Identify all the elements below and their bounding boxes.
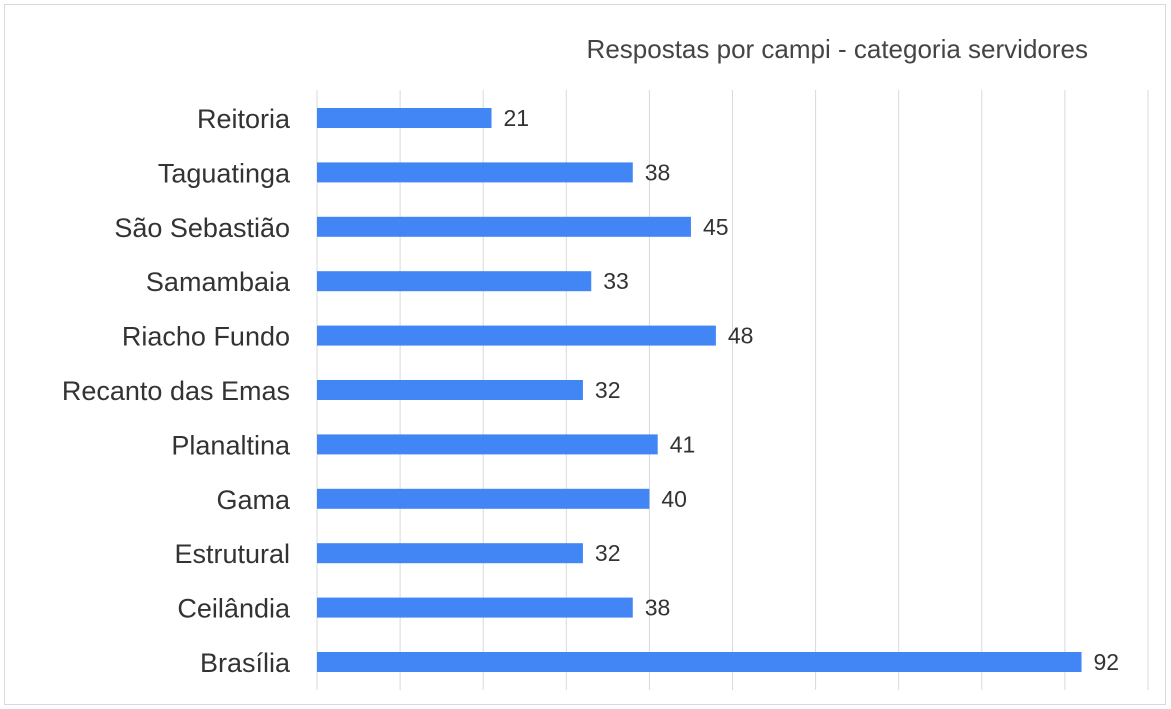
data-label: 38	[645, 595, 671, 621]
data-label: 45	[703, 214, 729, 240]
category-label: Gama	[216, 485, 291, 515]
bar	[317, 162, 633, 183]
chart-title: Respostas por campi - categoria servidor…	[587, 34, 1088, 64]
category-label: Recanto das Emas	[62, 376, 290, 406]
category-label: Estrutural	[174, 539, 290, 569]
gridlines	[316, 90, 1149, 690]
bar	[317, 216, 691, 237]
category-label: Samambaia	[146, 267, 291, 297]
category-label: Ceilândia	[177, 594, 291, 624]
data-label: 48	[728, 323, 754, 349]
data-label: 41	[670, 431, 696, 457]
data-label: 38	[645, 159, 671, 185]
data-label: 40	[661, 486, 687, 512]
chart-frame	[4, 4, 1166, 705]
bar	[317, 543, 583, 564]
bars: Reitoria 21 Taguatinga 38 São Sebastião 45 Sam…	[62, 104, 1119, 678]
category-label: Reitoria	[197, 104, 291, 134]
bar	[317, 108, 492, 128]
bar	[317, 434, 658, 455]
bar	[317, 488, 650, 509]
category-label: Taguatinga	[158, 158, 291, 188]
bar	[317, 652, 1082, 672]
bar	[317, 597, 633, 618]
data-label: 32	[595, 377, 621, 403]
bar	[317, 271, 592, 292]
data-label: 32	[595, 540, 621, 566]
data-label: 33	[603, 268, 629, 294]
bar	[317, 325, 716, 346]
category-label: Riacho Fundo	[122, 322, 290, 352]
category-label: Planaltina	[171, 430, 291, 460]
data-label: 92	[1094, 649, 1120, 675]
bar	[317, 380, 583, 400]
category-label: São Sebastião	[114, 213, 290, 243]
data-label: 21	[504, 105, 530, 131]
category-label: Brasília	[200, 648, 291, 678]
